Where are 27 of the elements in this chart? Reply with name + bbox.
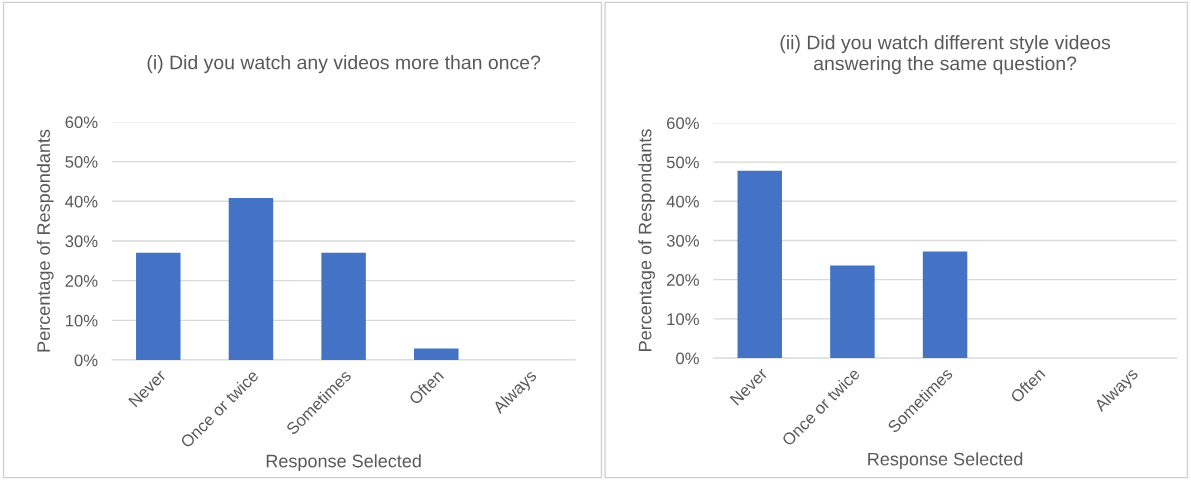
x-axis-title: Response Selected xyxy=(266,454,421,471)
x-axis-title: Response Selected xyxy=(868,452,1023,470)
bar xyxy=(228,198,274,360)
y-tick-label: 60% xyxy=(667,117,699,130)
chart-title: (i) Did you watch any videos more than once? xyxy=(147,55,541,74)
y-tick-label: 50% xyxy=(666,156,699,169)
y-tick-label: 30% xyxy=(65,235,98,248)
y-tick-label: 40% xyxy=(666,195,699,208)
y-tick-label: 50% xyxy=(65,156,98,168)
bar xyxy=(321,252,366,360)
chart-title: (ii) Did you watch different style videos answering the same question? xyxy=(780,35,1111,75)
bar xyxy=(830,265,875,359)
y-tick-label: 10% xyxy=(667,313,699,326)
bar xyxy=(922,251,968,359)
y-tick-label: 20% xyxy=(65,275,98,287)
y-tick-label: 0% xyxy=(676,352,699,365)
bar xyxy=(737,170,782,359)
y-axis-title: Percentage of Respondants xyxy=(36,129,54,352)
y-axis-title: Percentage of Respondants xyxy=(638,129,656,351)
y-tick-label: 20% xyxy=(667,274,699,286)
y-tick-label: 0% xyxy=(74,354,98,367)
bar xyxy=(136,252,181,360)
y-tick-label: 10% xyxy=(65,314,98,327)
y-tick-label: 60% xyxy=(65,116,98,129)
y-tick-label: 30% xyxy=(666,234,699,247)
bar xyxy=(414,348,459,360)
y-tick-label: 40% xyxy=(65,195,98,208)
